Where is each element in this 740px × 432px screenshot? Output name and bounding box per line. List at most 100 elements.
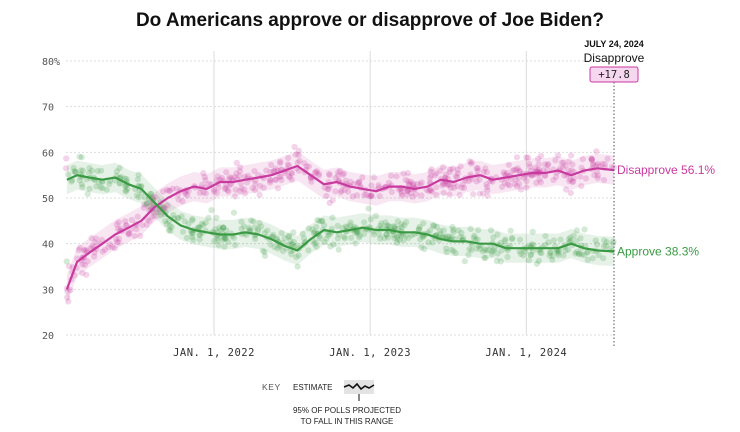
approve-poll-dot (533, 260, 541, 267)
approve-poll-dot (455, 227, 462, 234)
disapprove-poll-dot (93, 235, 100, 242)
approve-poll-dot (398, 221, 405, 228)
approve-poll-dot (473, 245, 480, 252)
approve-poll-dot (255, 225, 262, 233)
disapprove-poll-dot (501, 171, 508, 178)
approve-poll-dot (221, 243, 228, 250)
approve-poll-dot (507, 227, 514, 234)
disapprove-poll-dot (79, 270, 86, 277)
approve-poll-dot (344, 224, 351, 231)
disapprove-poll-dot (91, 253, 98, 260)
approve-poll-dot (124, 185, 131, 192)
y-tick-label: 30 (42, 285, 54, 296)
disapprove-poll-dot (406, 181, 413, 188)
disapprove-poll-dot (423, 186, 430, 193)
disapprove-poll-dot (111, 245, 118, 252)
approve-poll-dot (491, 245, 498, 252)
approve-poll-dot (600, 255, 607, 262)
approve-poll-dot (313, 243, 320, 250)
disapprove-poll-dot (288, 176, 295, 183)
disapprove-poll-dot (533, 167, 541, 174)
approve-poll-dot (471, 232, 478, 239)
disapprove-poll-dot (395, 186, 402, 193)
disapprove-poll-dot (324, 185, 331, 193)
disapprove-poll-dot (276, 174, 283, 181)
disapprove-poll-dot (513, 166, 520, 173)
approve-poll-dot (225, 239, 232, 246)
disapprove-poll-dot (600, 176, 608, 184)
approve-poll-dot (537, 249, 544, 256)
approve-poll-dot (489, 248, 496, 255)
disapprove-poll-dot (115, 235, 122, 242)
disapprove-poll-dot (65, 298, 72, 305)
disapprove-poll-dot (513, 154, 521, 161)
disapprove-poll-dot (76, 244, 83, 251)
disapprove-poll-dot (523, 184, 530, 191)
disapprove-poll-dot (534, 155, 542, 162)
approve-poll-dot (133, 192, 141, 199)
approve-poll-dot (286, 232, 293, 239)
approve-poll-dot (415, 225, 423, 233)
disapprove-poll-dot (115, 219, 122, 226)
approve-poll-dot (565, 236, 572, 243)
disapprove-poll-dot (169, 185, 176, 192)
disapprove-poll-dot (146, 217, 153, 224)
approve-poll-dot (490, 234, 497, 241)
approve-poll-dot (167, 227, 174, 234)
disapprove-poll-dot (268, 161, 275, 169)
disapprove-poll-dot (98, 236, 105, 243)
approve-poll-dot (183, 234, 190, 241)
disapprove-poll-dot (558, 159, 565, 166)
approve-poll-dot (520, 252, 527, 259)
approve-poll-dot (316, 217, 323, 225)
disapprove-poll-dot (242, 190, 249, 197)
disapprove-poll-dot (266, 176, 274, 183)
approve-poll-dot (475, 226, 482, 234)
approve-poll-dot (467, 225, 474, 232)
disapprove-poll-dot (433, 184, 440, 191)
disapprove-poll-dot (81, 247, 88, 254)
approve-poll-dot (248, 217, 255, 224)
disapprove-poll-dot (511, 166, 518, 174)
approve-poll-dot (352, 240, 359, 247)
approve-poll-dot (427, 227, 434, 234)
disapprove-range-band (66, 151, 614, 304)
disapprove-poll-dot (144, 216, 151, 223)
approve-poll-dot (196, 224, 203, 231)
approve-poll-dot (65, 171, 72, 178)
disapprove-poll-dot (567, 189, 574, 196)
approve-poll-dot (522, 248, 529, 255)
disapprove-poll-dot (545, 161, 552, 168)
approve-poll-dot (86, 170, 93, 177)
disapprove-poll-dot (294, 159, 301, 166)
approve-poll-dot (215, 242, 222, 249)
approve-poll-dot (278, 230, 285, 237)
approve-poll-dot (246, 224, 253, 231)
approve-poll-dot (592, 237, 599, 244)
approve-poll-dot (593, 241, 601, 248)
disapprove-poll-dot (63, 155, 70, 162)
approve-poll-dot (549, 252, 556, 260)
approve-poll-dot (147, 190, 154, 197)
approve-poll-dot (385, 222, 392, 230)
disapprove-poll-dot (344, 188, 352, 195)
approve-poll-dot (367, 216, 374, 223)
approve-poll-dot (517, 250, 524, 258)
approve-poll-dot (321, 239, 328, 246)
disapprove-poll-dot (484, 192, 491, 199)
disapprove-poll-dot (450, 184, 457, 191)
disapprove-poll-dot (236, 168, 244, 175)
approve-poll-dot (425, 239, 432, 246)
approve-poll-dot (417, 236, 424, 243)
approve-poll-dot (403, 232, 410, 239)
approve-poll-dot (418, 244, 425, 251)
disapprove-poll-dot (354, 180, 361, 187)
approve-poll-dot (175, 215, 182, 222)
approve-poll-dot (341, 235, 348, 242)
disapprove-poll-dot (128, 216, 135, 224)
approve-poll-dot (189, 217, 196, 224)
approve-poll-dot (538, 250, 545, 257)
approve-poll-dot (528, 241, 535, 248)
approve-poll-dot (365, 205, 372, 212)
disapprove-poll-dot (83, 271, 90, 278)
